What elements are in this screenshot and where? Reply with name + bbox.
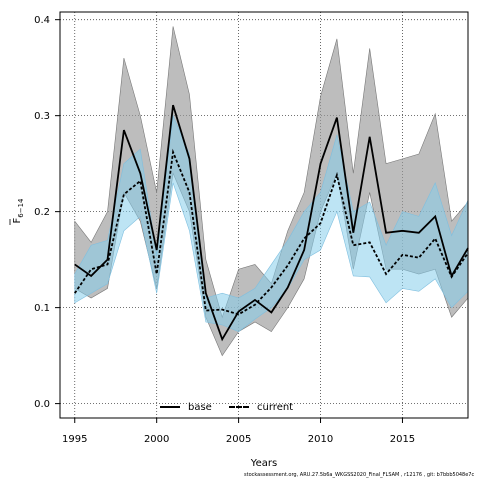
y-tick-label: 0.4 — [34, 15, 50, 26]
y-axis-label: F6−14 — [9, 198, 25, 225]
legend-label-base: base — [188, 402, 212, 413]
x-tick-label: 2005 — [226, 434, 251, 445]
series-line-current — [74, 148, 469, 316]
plot-frame — [59, 11, 469, 419]
x-tick-label: 2000 — [144, 434, 169, 445]
legend-item-base: base — [160, 402, 212, 413]
x-axis-label: Years — [250, 458, 277, 469]
x-tick-label: 1995 — [62, 434, 87, 445]
x-tick-label: 2010 — [308, 434, 333, 445]
y-axis-label-sub: 6−14 — [17, 198, 25, 218]
confidence-bands — [74, 26, 469, 357]
legend-item-current: current — [229, 402, 293, 413]
series-line-base — [74, 104, 469, 342]
legend: base current — [160, 402, 307, 414]
legend-label-current: current — [257, 402, 294, 413]
legend-swatch-dashed — [229, 406, 250, 408]
series-lines — [74, 104, 469, 342]
axes: 1995 2000 2005 2010 2015 0.0 0.1 0.2 0.3 0.4 — [34, 15, 415, 445]
y-tick-label: 0.0 — [34, 399, 50, 410]
legend-swatch-solid — [160, 406, 180, 408]
svg-text:F6−14: F6−14 — [12, 198, 25, 224]
y-tick-label: 0.3 — [34, 111, 50, 122]
y-axis-label-main: F — [12, 218, 23, 224]
y-tick-label: 0.2 — [34, 207, 50, 218]
footnote: stockassessment.org, ARU.27.5b6a_WKGSS20… — [244, 472, 475, 478]
x-tick-label: 2015 — [390, 434, 415, 445]
y-tick-label: 0.1 — [34, 303, 50, 314]
